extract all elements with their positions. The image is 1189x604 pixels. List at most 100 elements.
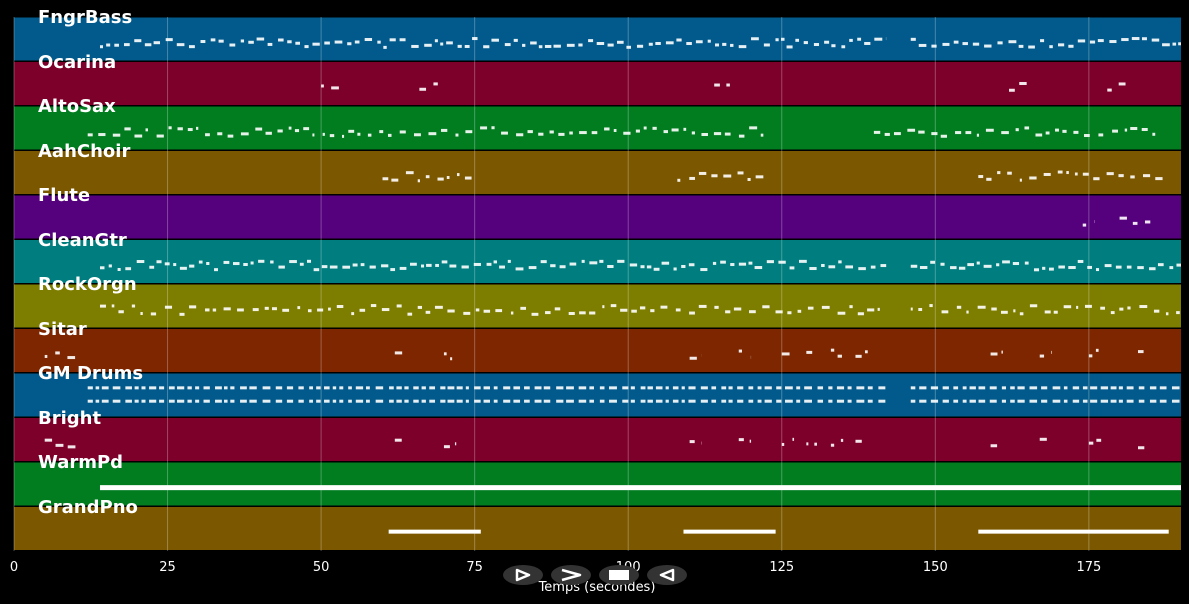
note [417,179,420,183]
note [613,128,617,132]
note [240,39,245,43]
note [795,38,800,42]
note [630,399,635,403]
note [67,445,76,449]
note [953,386,959,390]
note [755,175,764,179]
note [67,356,76,360]
note [55,351,60,355]
note [840,438,844,442]
note [821,305,830,309]
note [953,399,959,403]
note [1176,263,1181,267]
note [173,263,177,267]
rewind-button[interactable] [647,565,687,585]
note [513,38,518,42]
note [655,41,661,45]
stop-button[interactable] [599,565,639,585]
note [1088,354,1093,358]
note [205,133,210,137]
note [977,305,986,309]
note [134,134,143,138]
note [510,311,514,315]
note [1176,311,1180,315]
note [381,308,390,312]
note [720,260,726,264]
note [711,386,717,390]
note [713,132,722,136]
skip-start-button[interactable] [503,565,543,585]
note [579,131,587,135]
note [224,386,228,390]
note [730,43,734,47]
note [1072,399,1080,403]
note [44,438,53,442]
note [549,130,554,134]
note [864,41,871,45]
note [1001,350,1003,354]
note [1041,399,1048,403]
note [751,37,759,41]
note [354,40,360,44]
note [962,386,967,390]
note [1002,260,1010,264]
note [967,263,974,267]
note [1090,386,1098,390]
note [389,38,396,42]
note-bar [99,485,1181,491]
note [187,399,192,403]
note [164,262,170,266]
note [543,399,551,403]
note [1171,386,1180,390]
note [910,399,916,403]
note [1115,265,1122,269]
note [681,264,686,268]
note [647,386,653,390]
note [631,309,637,313]
note [1049,45,1053,49]
x-tick-label: 125 [769,560,795,575]
note [1169,266,1174,270]
note [425,310,431,314]
note [1000,310,1008,314]
note [390,268,396,272]
note [955,131,962,135]
note [369,265,376,269]
note [806,350,813,354]
note [1045,131,1050,135]
note [599,399,605,403]
note [596,41,605,45]
note [607,265,614,269]
note [176,43,185,47]
note [357,132,361,136]
note [956,305,962,309]
x-axis-label: Temps (secondes) [538,580,656,595]
note [1165,312,1169,316]
play-button[interactable] [551,565,591,585]
note [814,442,817,446]
note [940,262,945,266]
note [287,40,292,44]
note [339,386,344,390]
note [1131,37,1140,41]
note [179,266,187,270]
note [503,399,511,403]
note [870,265,876,269]
note [342,265,351,269]
note [106,43,111,47]
note [396,399,402,403]
note [858,267,866,271]
note [1141,127,1148,131]
note [953,40,959,44]
rewind-icon [659,568,675,582]
note [836,399,845,403]
note [331,86,339,90]
note [919,266,928,270]
note [665,386,669,390]
note [655,386,663,390]
note [617,40,624,44]
note [821,263,825,267]
note [229,43,236,47]
note [568,311,575,315]
note [217,132,223,136]
